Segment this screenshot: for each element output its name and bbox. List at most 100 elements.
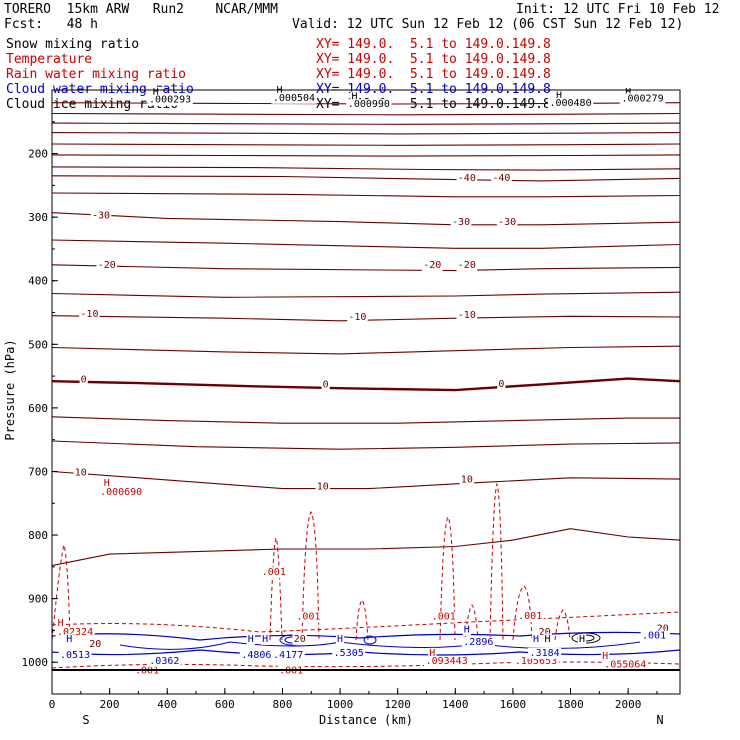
- temperature-contour-label: -20: [423, 260, 441, 271]
- rain-label-bg: [428, 647, 437, 659]
- cloud-water-label: .3184: [530, 648, 560, 659]
- cloud-ice-label: H: [579, 634, 585, 645]
- temperature-contour-label-bg: [79, 374, 88, 386]
- isotherm--25-line: [51, 239, 681, 249]
- rain-label-bg: [56, 617, 65, 629]
- temperature-contour-label-bg: [321, 379, 330, 391]
- isotherm--50-line: [51, 122, 681, 125]
- isotherm-layer: [51, 102, 681, 567]
- cloud-water-label-bg: [640, 630, 668, 642]
- model-title: TORERO 15km ARW Run2 NCAR/MMM: [4, 2, 278, 17]
- isotherm--35-line: [51, 192, 681, 198]
- y-tick-label: 600: [28, 402, 48, 415]
- rain-label-bg: [260, 567, 288, 579]
- cloud-water-label: H: [248, 634, 254, 645]
- field-xy-temperature: XY= 149.0. 5.1 to 149.0.149.8: [316, 52, 551, 67]
- snow-max-label: H: [625, 87, 631, 98]
- isotherm--40-line: [51, 175, 681, 182]
- label-layer: -40 -40 -30 -30 -30 -20 -20 -20 -10 -10 -10 0 0 0 10 10…: [55, 85, 670, 677]
- rain-label-bg: [602, 659, 648, 671]
- isotherm-0-line: [51, 377, 681, 392]
- rain-label: .055064: [604, 659, 646, 670]
- cloud-water-label-bg: [332, 647, 366, 659]
- temperature-contour-label-bg: [292, 633, 307, 645]
- x-tick-label: 1600: [500, 698, 527, 711]
- rain-label: .001: [296, 612, 320, 623]
- rain-contour: [489, 482, 504, 641]
- snow-max-label-bg: [151, 87, 160, 99]
- init-time: Init: 12 UTC Fri 10 Feb 12: [516, 2, 720, 17]
- cloud-water-label-bg: [531, 633, 541, 645]
- cloud-water-label: .0513: [60, 650, 90, 661]
- temperature-contour-label-bg: [456, 172, 478, 184]
- rain-label: H: [602, 651, 608, 662]
- rain-label: .001: [432, 612, 456, 623]
- rain-contour: [51, 611, 681, 633]
- isotherm-15-line: [51, 528, 681, 567]
- y-tick-label: 400: [28, 275, 48, 288]
- temperature-contour-label-bg: [79, 308, 100, 320]
- temperature-contour-label-bg: [456, 310, 478, 322]
- cloud-water-label-bg: [147, 656, 181, 668]
- y-tick-label: 1000: [22, 656, 49, 669]
- x-tick-label: 1200: [384, 698, 411, 711]
- temperature-contour-label-bg: [96, 260, 118, 272]
- field-xy-snow: XY= 149.0. 5.1 to 149.0.149.8: [316, 37, 551, 52]
- isotherm-5-line: [51, 440, 681, 450]
- temperature-contour-label-bg: [421, 260, 443, 272]
- rain-label: .02324: [57, 627, 93, 638]
- cloud-water-label: H: [337, 634, 343, 645]
- field-name-rain: Rain water mixing ratio: [6, 67, 187, 82]
- temperature-contour-label: -30: [498, 217, 516, 228]
- y-tick-label: 700: [28, 465, 48, 478]
- rain-contour: [269, 536, 283, 641]
- isotherm--50-line: [51, 132, 681, 135]
- temperature-contour-label: 20: [294, 634, 306, 645]
- cloud-water-label-bg: [462, 624, 471, 636]
- temperature-contour-label: -10: [458, 310, 476, 321]
- forecast-hour: Fcst: 48 h: [4, 17, 98, 32]
- field-name-temperature: Temperature: [6, 52, 93, 67]
- cloud-ice-label-bg: [577, 633, 587, 645]
- x-tick-label: 0: [49, 698, 56, 711]
- cloud-water-label: .001: [642, 631, 666, 642]
- temperature-contour-label-bg: [88, 638, 103, 650]
- isotherm--45-line: [51, 143, 681, 146]
- isotherm--45-line: [51, 154, 681, 157]
- y-tick-label: 800: [28, 529, 48, 542]
- cloud-ice-label-bg: [543, 633, 552, 645]
- temperature-contour-label: -40: [458, 173, 476, 184]
- y-tick-label: 200: [28, 148, 48, 161]
- x-tick-label: 800: [273, 698, 293, 711]
- isotherm-10-line: [51, 470, 681, 490]
- field-xy-rain: XY= 149.0. 5.1 to 149.0.149.8: [316, 67, 551, 82]
- cloud-water-label-bg: [461, 637, 495, 649]
- rain-label: H: [58, 618, 64, 629]
- snow-max-label: H: [556, 90, 562, 101]
- snow-max-label: H: [351, 92, 357, 103]
- rain-contour: [439, 516, 456, 641]
- temperature-contour-label-bg: [315, 481, 330, 493]
- temperature-contour-label-bg: [456, 260, 478, 272]
- temperature-contour-label: 20: [657, 624, 669, 635]
- temperature-contour-label: 0: [81, 374, 87, 385]
- temperature-contour-label: 10: [461, 474, 473, 485]
- isotherm--20-line: [51, 264, 681, 272]
- rain-label-bg: [516, 610, 544, 622]
- y-tick-label: 300: [28, 211, 48, 224]
- cloud-water-label: .0362: [149, 656, 179, 667]
- cloud-water-label-bg: [271, 649, 305, 661]
- temperature-contour-label: -30: [452, 217, 470, 228]
- snow-max-label: .000293: [149, 95, 191, 106]
- rain-contour: [51, 543, 71, 641]
- cloud-water-label-bg: [335, 633, 345, 645]
- rain-contour: [554, 609, 571, 641]
- rain-label-bg: [294, 611, 322, 623]
- cloud-water-contour: [363, 635, 377, 645]
- rain-label: .093443: [426, 656, 468, 667]
- rain-label-bg: [430, 611, 458, 623]
- snow-max-label-bg: [147, 94, 193, 106]
- temperature-contour-label: 20: [89, 639, 101, 650]
- temperature-contour-label: 0: [498, 379, 504, 390]
- isotherm--55-line: [51, 112, 681, 116]
